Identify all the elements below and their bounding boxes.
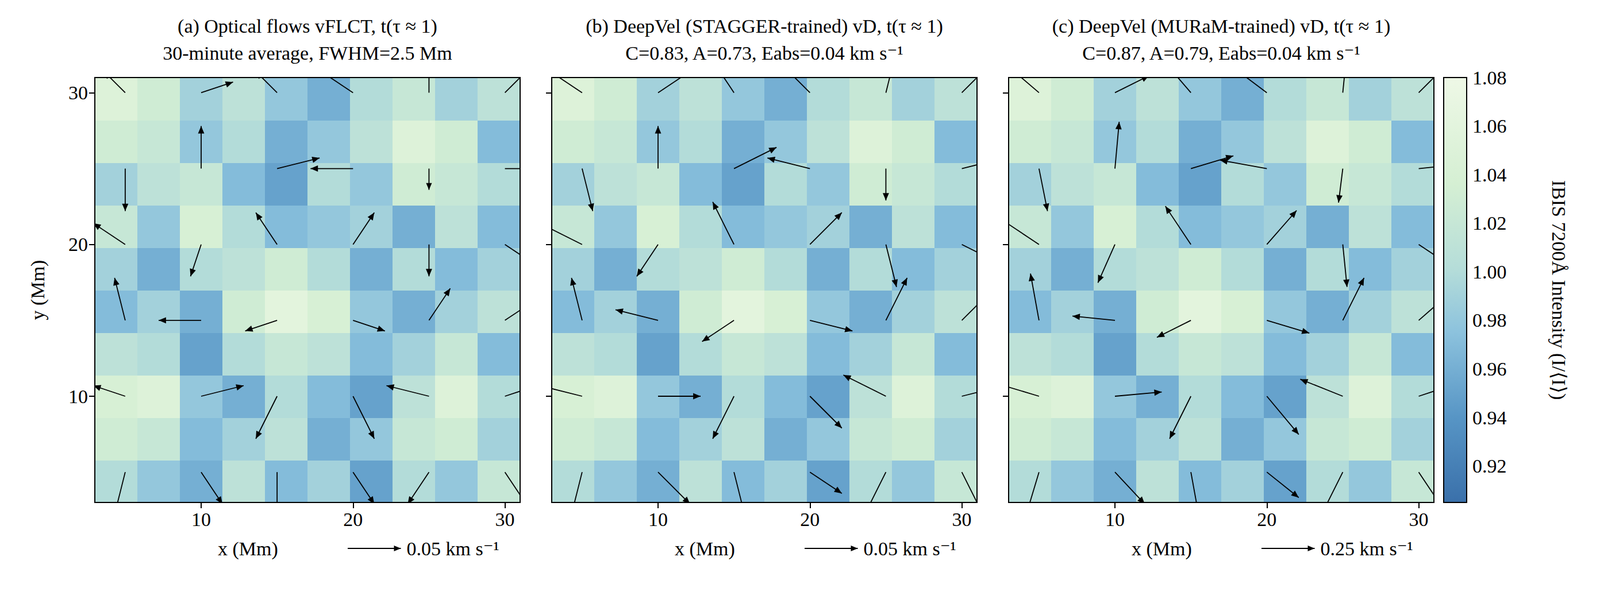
svg-text:0.98: 0.98: [1472, 309, 1507, 332]
svg-text:y (Mm): y (Mm): [27, 260, 49, 321]
svg-text:1.00: 1.00: [1472, 261, 1507, 283]
svg-text:0.92: 0.92: [1472, 455, 1507, 478]
svg-text:10: 10: [1105, 509, 1125, 531]
svg-text:30: 30: [952, 509, 972, 531]
svg-text:30: 30: [1409, 509, 1429, 531]
svg-text:0.25 km s⁻¹: 0.25 km s⁻¹: [1320, 538, 1414, 560]
svg-text:10: 10: [191, 509, 211, 531]
svg-text:x (Mm): x (Mm): [674, 538, 736, 561]
svg-text:0.94: 0.94: [1472, 407, 1507, 429]
svg-text:(c) DeepVel (MURaM-trained) vD: (c) DeepVel (MURaM-trained) vD, t(τ ≈ 1): [1052, 15, 1391, 38]
svg-text:30: 30: [495, 509, 515, 531]
svg-text:0.05 km s⁻¹: 0.05 km s⁻¹: [406, 538, 500, 560]
svg-text:10: 10: [648, 509, 668, 531]
svg-text:1.02: 1.02: [1472, 212, 1507, 234]
svg-text:(a) Optical flows vFLCT, t(τ ≈: (a) Optical flows vFLCT, t(τ ≈ 1): [177, 15, 438, 38]
svg-text:30-minute average, FWHM=2.5 Mm: 30-minute average, FWHM=2.5 Mm: [162, 42, 453, 64]
svg-text:1.06: 1.06: [1472, 115, 1507, 137]
svg-text:IBIS 7200Å Intensity (I/⟨I⟩): IBIS 7200Å Intensity (I/⟨I⟩): [1547, 180, 1570, 401]
svg-text:x (Mm): x (Mm): [217, 538, 279, 561]
svg-text:10: 10: [68, 386, 88, 408]
svg-text:30: 30: [68, 82, 88, 104]
svg-text:C=0.87, A=0.79, Eabs=0.04 km s: C=0.87, A=0.79, Eabs=0.04 km s⁻¹: [1082, 42, 1360, 64]
svg-text:20: 20: [343, 509, 363, 531]
svg-text:20: 20: [1256, 509, 1277, 531]
svg-text:(b) DeepVel (STAGGER-trained): (b) DeepVel (STAGGER-trained) vD, t(τ ≈ …: [585, 15, 944, 38]
svg-text:1.08: 1.08: [1472, 67, 1507, 89]
svg-text:20: 20: [68, 233, 88, 256]
svg-text:0.05 km s⁻¹: 0.05 km s⁻¹: [863, 538, 957, 560]
svg-text:C=0.83, A=0.73, Eabs=0.04 km s: C=0.83, A=0.73, Eabs=0.04 km s⁻¹: [625, 42, 903, 64]
svg-text:1.04: 1.04: [1472, 164, 1507, 186]
svg-text:0.96: 0.96: [1472, 358, 1507, 380]
svg-text:20: 20: [800, 509, 820, 531]
svg-text:x (Mm): x (Mm): [1131, 538, 1192, 561]
